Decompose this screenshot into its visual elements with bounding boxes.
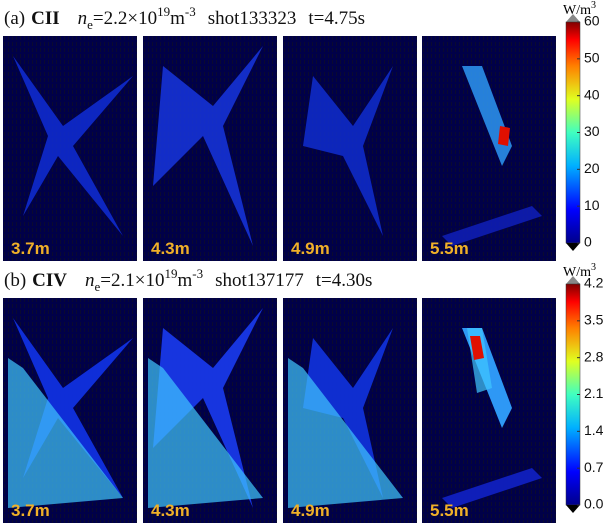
header-ne-symbol: n (78, 8, 88, 29)
header-species: CIV (32, 270, 67, 291)
header-shot: shot133323 (208, 8, 297, 29)
header-ne-unit-exp: -3 (185, 4, 196, 19)
position-label: 4.3m (151, 239, 190, 258)
position-label: 5.5m (430, 239, 469, 258)
colorbar-tick-label: 0.7 (584, 459, 604, 475)
header-species: CII (31, 8, 60, 29)
header-time: t=4.30s (316, 270, 373, 291)
unit-exp: 3 (591, 0, 596, 11)
header-time: t=4.75s (308, 8, 365, 29)
position-label: 4.9m (291, 239, 330, 258)
emission-image: 3.7m (3, 36, 137, 261)
colorbar-bottom-arrow (566, 243, 580, 251)
emission-image: 5.5m (422, 298, 556, 523)
emission-image: 4.3m (143, 36, 277, 261)
position-label: 4.9m (291, 501, 330, 520)
header-ne-exp: 19 (157, 4, 170, 19)
position-label: 3.7m (11, 239, 50, 258)
colorbar-tick-label: 30 (584, 123, 600, 139)
colorbar-tick-label: 1.4 (584, 422, 604, 438)
header-ne-symbol: n (85, 270, 95, 291)
header-ne-value: =2.2×10 (93, 8, 157, 29)
emission-image: 4.9m (283, 36, 417, 261)
header-shot: shot137177 (215, 270, 304, 291)
position-label: 4.3m (151, 501, 190, 520)
header-ne-unit: m (170, 8, 185, 29)
header-ne-unit: m (177, 270, 192, 291)
colorbar-tick-label: 60 (584, 13, 600, 29)
header-ne-value: =2.1×10 (100, 270, 164, 291)
colorbar-tick-label: 2.1 (584, 385, 604, 401)
colorbar-tick-label: 4.2 (584, 275, 604, 291)
unit-exp: 3 (591, 262, 596, 273)
colorbar-tick-label: 0 (584, 234, 592, 250)
colorbar-bottom-arrow (566, 505, 580, 513)
emission-image: 3.7m (3, 298, 137, 523)
emission-image: 4.9m (283, 298, 417, 523)
colorbar-tick-label: 2.8 (584, 348, 604, 364)
header-label: (b) (4, 270, 26, 291)
colorbar-tick-label: 3.5 (584, 312, 604, 328)
colorbar-tick-label: 50 (584, 50, 600, 66)
colorbar-tick-label: 20 (584, 160, 600, 176)
header-ne-unit-exp: -3 (192, 266, 203, 281)
colorbar-tick-label: 10 (584, 197, 600, 213)
emission-image: 4.3m (143, 298, 277, 523)
header-label: (a) (4, 8, 25, 29)
emission-image: 5.5m (422, 36, 556, 261)
colorbar-tick-label: 40 (584, 86, 600, 102)
position-label: 3.7m (11, 501, 50, 520)
figure: (a)CIIne=2.2×1019m-3shot133323t=4.75s3.7… (0, 0, 613, 527)
colorbar-tick-label: 0.0 (584, 496, 604, 512)
hot-spot (498, 126, 510, 146)
header-ne-exp: 19 (164, 266, 177, 281)
position-label: 5.5m (430, 501, 469, 520)
